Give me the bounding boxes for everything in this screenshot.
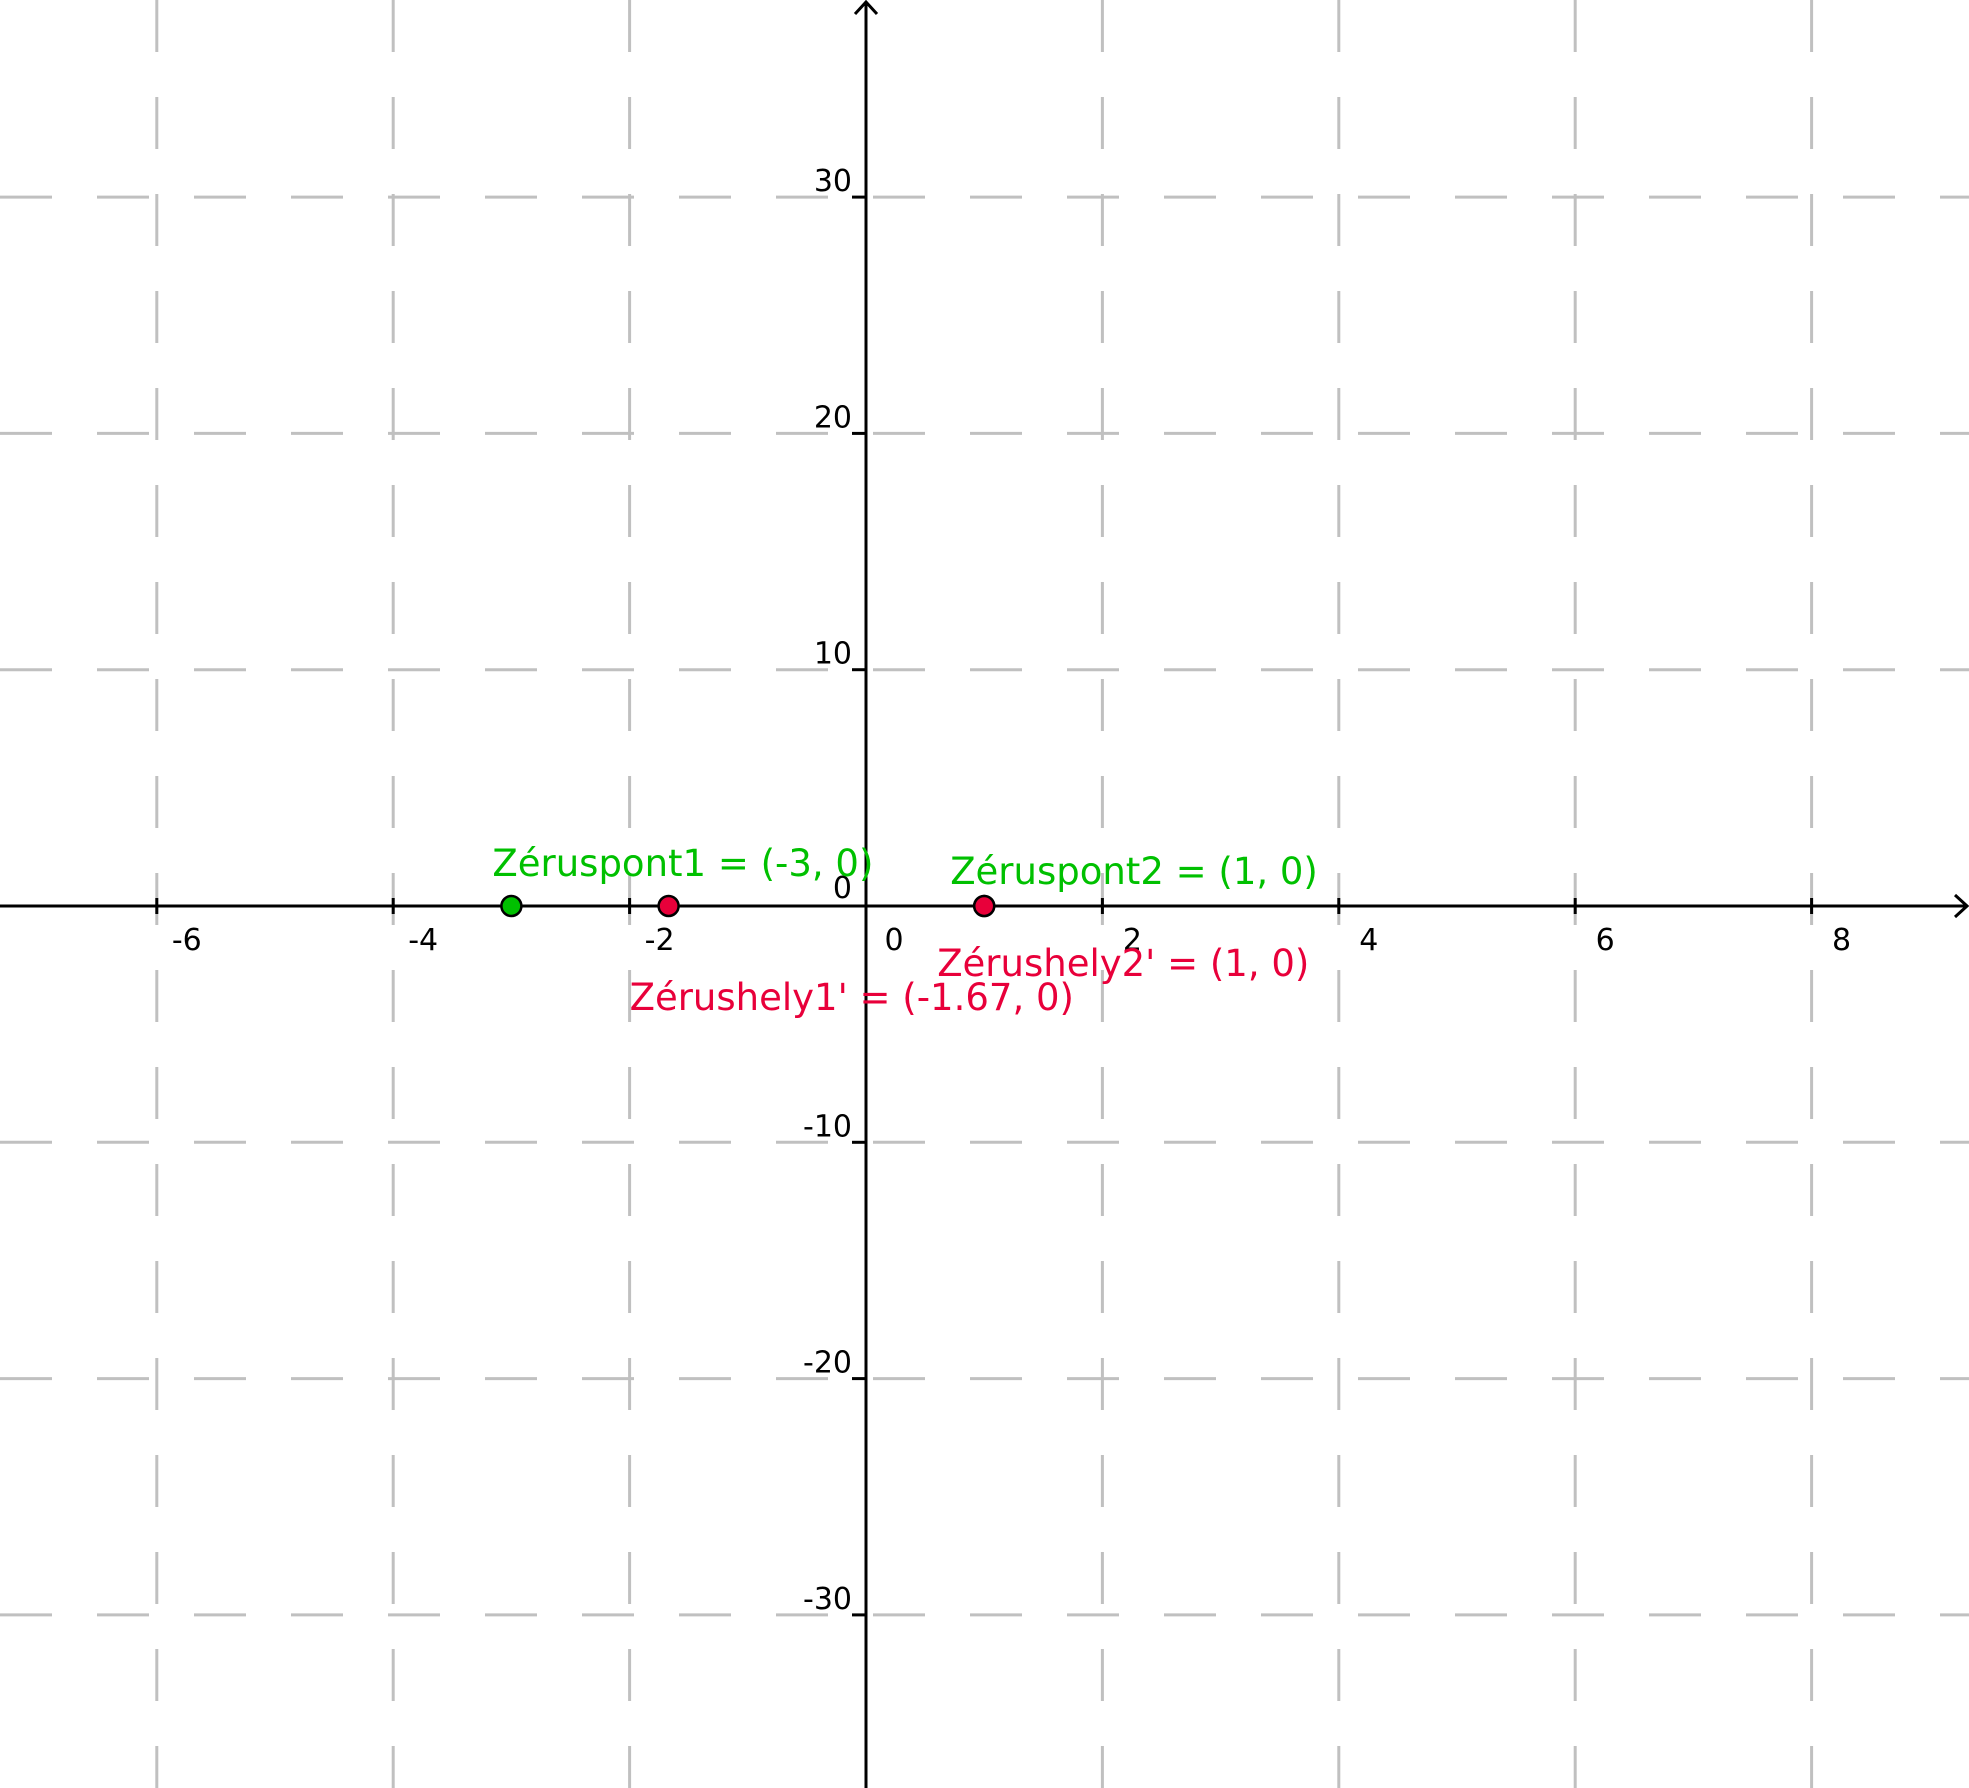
origin-label: 0 <box>833 871 852 906</box>
x-tick-label: 8 <box>1832 923 1851 958</box>
x-axis-arrow <box>1953 893 1969 919</box>
point-label: Zérushely2' = (1, 0) <box>937 942 1309 985</box>
x-tick-label: 6 <box>1596 923 1615 958</box>
y-tick-label: -10 <box>803 1109 852 1144</box>
y-tick-label: -30 <box>803 1582 852 1617</box>
x-tick-label: -2 <box>645 923 675 958</box>
y-tick-label: 10 <box>814 637 852 672</box>
x-tick-label: 0 <box>884 923 903 958</box>
point-label: Zérushely1' = (-1.67, 0) <box>630 976 1074 1019</box>
point-label: Zéruspont2 = (1, 0) <box>950 850 1318 893</box>
point-label: Zéruspont1 = (-3, 0) <box>492 842 873 885</box>
points <box>500 894 996 918</box>
y-tick-label: 30 <box>814 164 852 199</box>
y-tick-label: -20 <box>803 1346 852 1381</box>
y-tick-label: 20 <box>814 400 852 435</box>
x-tick-label: 4 <box>1359 923 1378 958</box>
zero-point[interactable] <box>657 894 680 918</box>
x-tick-label: 2 <box>1123 923 1142 958</box>
x-tick-label: -4 <box>408 923 438 958</box>
zero-point[interactable] <box>500 894 523 918</box>
point-labels: Zéruspont1 = (-3, 0) Zéruspont2 = (1, 0) Z… <box>492 842 1317 1019</box>
y-axis-arrow <box>853 0 879 16</box>
x-tick-label: -6 <box>172 923 202 958</box>
zero-point[interactable] <box>972 894 996 918</box>
